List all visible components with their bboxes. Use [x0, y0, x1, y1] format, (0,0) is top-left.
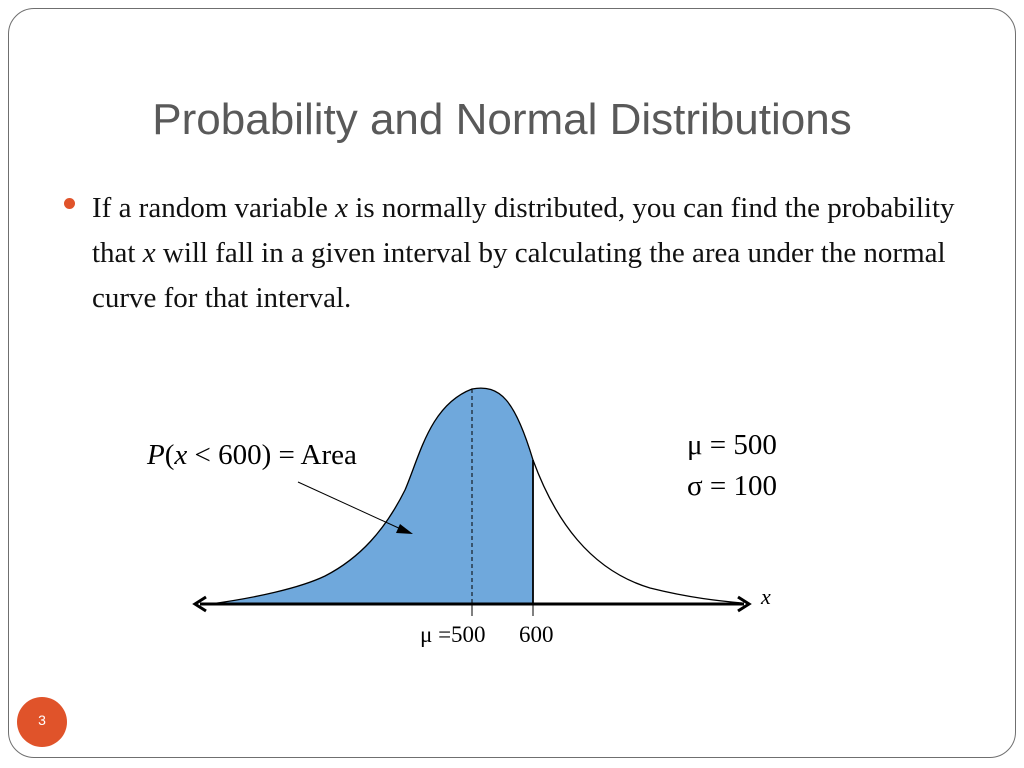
- x-axis-left-arrowhead: [192, 595, 207, 613]
- mu-parameter: μ = 500: [687, 429, 777, 461]
- tick-label-mean: μ =500: [420, 622, 486, 647]
- tick-label-bound: 600: [519, 622, 554, 647]
- bullet-text-part1: If a random variable: [92, 192, 336, 224]
- page-number-badge: 3: [17, 697, 67, 747]
- slide-frame: [8, 8, 1016, 758]
- bullet-dot: [64, 198, 75, 209]
- annotation-arrow-line: [297, 481, 404, 531]
- bullet-text: If a random variable x is normally distr…: [92, 186, 972, 321]
- area-label-x: x: [173, 439, 187, 471]
- sigma-parameter: σ = 100: [687, 470, 777, 502]
- area-label-rest: < 600) = Area: [187, 439, 357, 471]
- bullet-text-part2: is normally distributed, you can find th…: [92, 192, 955, 269]
- x-axis-right-arrowhead: [737, 595, 752, 613]
- bullet-variable-x: x: [335, 192, 349, 224]
- shaded-area-region: [210, 388, 533, 604]
- area-label-p: P: [146, 439, 165, 471]
- bullet-variable-x-2: x: [142, 237, 156, 269]
- annotation-arrowhead: [396, 524, 413, 534]
- area-label-open: (: [165, 439, 175, 471]
- area-label: P(x < 600) = Area: [146, 439, 357, 471]
- bullet-text-part3: will fall in a given interval by calcula…: [92, 237, 946, 314]
- slide-title: Probability and Normal Distributions: [152, 95, 852, 144]
- page-number: 3: [38, 712, 46, 728]
- x-axis-label: x: [760, 584, 771, 609]
